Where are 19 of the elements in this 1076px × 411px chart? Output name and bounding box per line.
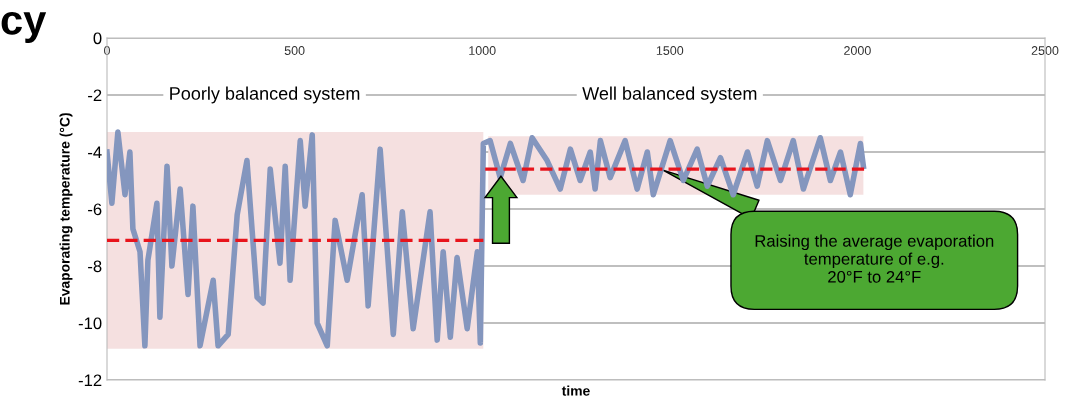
x-tick-label: 2000 — [844, 46, 871, 55]
y-tick-label: -10 — [78, 317, 102, 330]
y-tick-label: -6 — [88, 203, 102, 216]
y-tick-label: -12 — [78, 374, 102, 387]
x-tick-label: 0 — [104, 46, 110, 55]
y-tick-label: -2 — [88, 89, 102, 102]
chart-title: cy — [1, 11, 47, 43]
x-tick-label: 2500 — [1031, 46, 1059, 55]
y-axis-title: Evaporating temperature (°C) — [59, 113, 73, 305]
x-tick-label: 1500 — [656, 46, 684, 55]
y-tick-label: 0 — [93, 32, 102, 45]
x-tick-label: 500 — [284, 46, 305, 55]
y-tick-label: -4 — [88, 146, 102, 159]
x-tick-label: 1000 — [469, 46, 496, 55]
annotation: Raising the average evaporation temperature of e.g. 20°F to 24°F — [755, 234, 994, 283]
annotation: Poorly balanced system — [170, 86, 360, 104]
x-axis-title: time — [561, 385, 590, 396]
annotation: Well balanced system — [582, 86, 757, 104]
y-tick-label: -8 — [88, 260, 102, 273]
